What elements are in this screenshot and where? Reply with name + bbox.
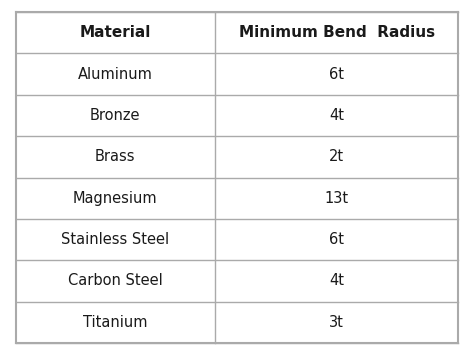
Text: 4t: 4t: [329, 108, 344, 123]
Text: Brass: Brass: [95, 149, 136, 164]
Text: 3t: 3t: [329, 315, 344, 330]
Text: 2t: 2t: [329, 149, 344, 164]
Text: Titanium: Titanium: [83, 315, 147, 330]
Text: Magnesium: Magnesium: [73, 191, 157, 206]
Text: Material: Material: [80, 25, 151, 40]
Text: Aluminum: Aluminum: [78, 66, 153, 82]
Text: 6t: 6t: [329, 232, 344, 247]
Text: 6t: 6t: [329, 66, 344, 82]
Text: Bronze: Bronze: [90, 108, 140, 123]
Text: Carbon Steel: Carbon Steel: [68, 273, 163, 289]
Text: 13t: 13t: [325, 191, 349, 206]
Text: Stainless Steel: Stainless Steel: [61, 232, 169, 247]
Text: 4t: 4t: [329, 273, 344, 289]
Text: Minimum Bend  Radius: Minimum Bend Radius: [238, 25, 435, 40]
